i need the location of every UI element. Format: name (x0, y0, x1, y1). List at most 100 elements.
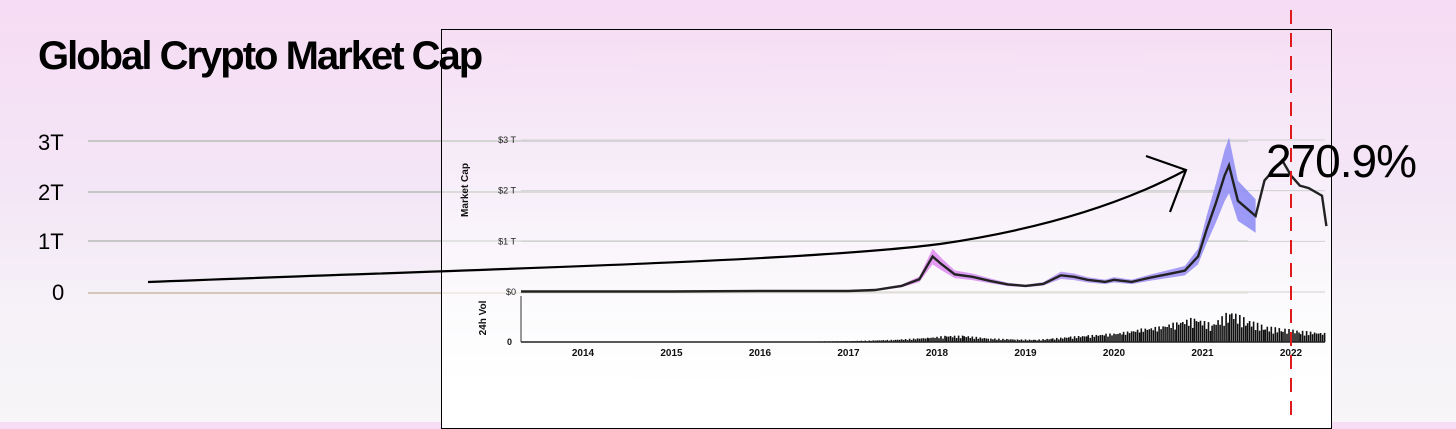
volume-bar (1256, 322, 1259, 342)
outer-ytick: 0 (52, 280, 65, 305)
volume-bars (810, 312, 1326, 342)
volume-bar (942, 338, 944, 342)
volume-bar (1168, 324, 1170, 342)
volume-bar (1250, 326, 1253, 342)
x-tick-label: 2020 (1103, 348, 1126, 359)
volume-bar (1099, 335, 1102, 342)
volatility-band (521, 137, 1256, 292)
volume-bar (1002, 338, 1004, 342)
volume-bar (1000, 340, 1002, 342)
volume-bar (1227, 322, 1229, 342)
volume-bar (1004, 339, 1006, 342)
volume-bar (1299, 334, 1302, 342)
volume-bar (1166, 327, 1168, 342)
volume-bar (1246, 323, 1249, 342)
volume-bar (1060, 337, 1062, 342)
volume-bar (930, 337, 932, 342)
volume-bar (1138, 332, 1141, 342)
volume-bar (1010, 339, 1012, 342)
volume-bar (1235, 313, 1237, 342)
volume-bar (1091, 334, 1094, 342)
volume-bar (1122, 331, 1125, 342)
volume-bar (979, 337, 982, 342)
volume-bar (1042, 339, 1044, 342)
volume-bar (932, 337, 934, 342)
volume-bar (1311, 334, 1314, 342)
volume-bar (1252, 321, 1255, 342)
volume-bar (1260, 324, 1263, 342)
x-tick-label: 2021 (1191, 348, 1214, 359)
volume-bar (1225, 312, 1227, 342)
vol-tick: 0 (507, 337, 512, 347)
inner-ytick: $2 T (498, 186, 516, 196)
volume-bar (1111, 335, 1113, 342)
inner-ytick: $1 T (498, 236, 516, 246)
x-tick-label: 2018 (926, 348, 949, 359)
volume-bar (1087, 335, 1090, 342)
volume-bar (1018, 340, 1021, 342)
volume-bar (1292, 329, 1294, 342)
volume-bar (973, 338, 976, 342)
volume-bar (1203, 321, 1206, 342)
arrow-head-icon (1145, 154, 1188, 213)
volume-bar (1280, 331, 1283, 342)
volume-bar (936, 336, 938, 342)
volume-bar (876, 340, 879, 342)
x-tick-label: 2016 (749, 348, 772, 359)
volume-bar (1288, 329, 1290, 342)
volume-bar (1248, 321, 1251, 342)
volume-bar (1062, 338, 1064, 342)
volume-bar (920, 338, 923, 342)
volume-bar (1321, 334, 1324, 342)
volume-bar (977, 338, 980, 342)
volume-bar (1176, 322, 1178, 342)
volume-bar (1233, 319, 1235, 342)
volume-bar (1266, 326, 1269, 342)
volume-bar (1109, 333, 1111, 342)
volume-bar (1081, 336, 1084, 342)
volume-bar (1172, 322, 1174, 342)
volume-bar (1146, 329, 1149, 342)
volume-bar (1221, 316, 1223, 342)
volume-bar (1201, 325, 1204, 342)
volume-bar (1301, 330, 1304, 342)
volume-bar (1054, 339, 1056, 342)
x-tick-label: 2015 (660, 348, 683, 359)
volume-bar (1050, 338, 1052, 342)
volume-bar (1192, 327, 1194, 342)
volume-bar (1174, 329, 1176, 342)
volume-bar (1115, 334, 1117, 342)
volume-bar (953, 335, 956, 342)
outer-ytick: 3T (38, 130, 64, 155)
volume-bar (1044, 339, 1046, 342)
volume-bar (896, 339, 899, 342)
volume-bar (1144, 328, 1147, 342)
volume-bar (998, 338, 1000, 342)
volume-bar (985, 338, 988, 342)
y-axis-label: Market Cap (460, 163, 471, 217)
volume-bar (1323, 332, 1326, 342)
x-tick-label: 2017 (837, 348, 860, 359)
volume-bar (878, 340, 881, 342)
volume-bar (1278, 328, 1281, 342)
volume-bar (1075, 338, 1078, 342)
outer-ytick: 1T (38, 229, 64, 254)
volume-bar (1107, 336, 1109, 342)
volume-bar (1097, 335, 1100, 342)
x-ticks: 2014 2015 2016 2017 2018 2019 2020 2021 2022 (572, 348, 1303, 359)
volume-bar (1186, 319, 1188, 342)
volume-bar (1268, 331, 1271, 342)
inner-y-ticks: $3 T $2 T $1 T $0 (498, 135, 516, 297)
volume-bar (1274, 327, 1277, 342)
volume-bar (1258, 330, 1261, 342)
volume-bar (1213, 324, 1215, 342)
volume-bar (1215, 324, 1217, 342)
volume-bar (1160, 329, 1162, 342)
volume-bar (1231, 313, 1233, 342)
volume-bar (926, 337, 929, 342)
volume-bar (1058, 339, 1060, 342)
volume-bar (1219, 324, 1221, 342)
volume-bar (1083, 336, 1086, 342)
volume-bar (1071, 338, 1074, 342)
x-tick-label: 2019 (1014, 348, 1037, 359)
